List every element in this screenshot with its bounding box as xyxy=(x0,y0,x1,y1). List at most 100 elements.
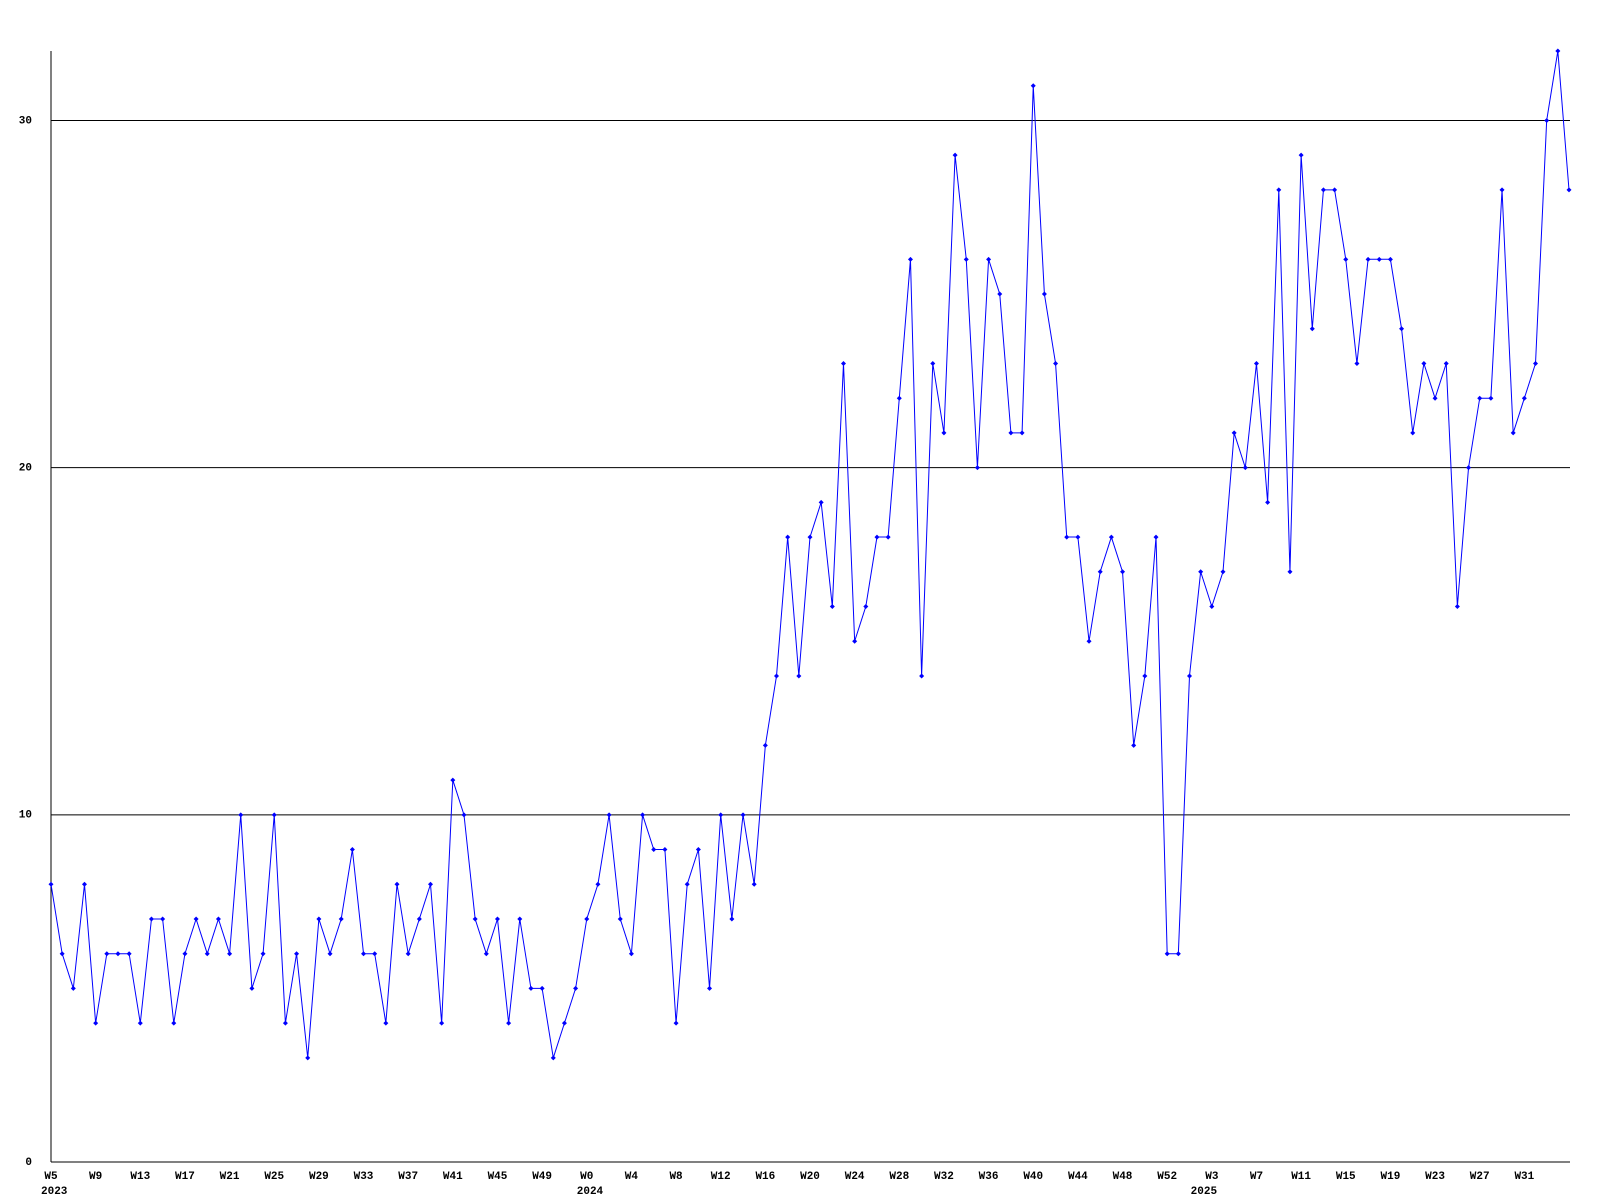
point-marker xyxy=(338,916,344,922)
point-marker xyxy=(539,985,545,991)
x-tick-label: W4 xyxy=(625,1171,639,1183)
point-marker xyxy=(48,881,54,887)
point-marker xyxy=(227,951,233,957)
point-marker xyxy=(115,951,121,957)
point-marker xyxy=(974,465,980,471)
point-marker xyxy=(1421,360,1427,366)
point-marker xyxy=(1521,395,1527,401)
x-tick-label: W0 xyxy=(580,1171,593,1183)
point-marker xyxy=(829,604,835,609)
point-marker xyxy=(238,812,244,818)
point-marker xyxy=(294,951,300,957)
point-marker xyxy=(349,847,355,853)
point-marker xyxy=(707,985,713,991)
point-marker xyxy=(59,951,65,957)
point-marker xyxy=(584,916,590,922)
x-tick-label: W36 xyxy=(979,1171,999,1183)
point-marker xyxy=(941,430,947,436)
point-marker xyxy=(1309,326,1315,332)
point-marker xyxy=(249,985,255,991)
point-marker xyxy=(148,916,154,922)
point-marker xyxy=(215,916,221,922)
x-tick-label: W29 xyxy=(309,1171,329,1183)
point-marker xyxy=(104,951,110,957)
x-tick-label: W49 xyxy=(532,1171,552,1183)
point-marker xyxy=(840,360,846,366)
point-marker xyxy=(1320,187,1326,193)
point-marker xyxy=(461,812,467,818)
point-marker xyxy=(1499,187,1505,193)
point-marker xyxy=(573,985,579,991)
point-marker xyxy=(718,812,724,818)
point-marker xyxy=(1354,360,1360,366)
point-marker xyxy=(327,951,333,957)
point-marker xyxy=(919,673,925,679)
point-marker xyxy=(528,985,534,991)
point-marker xyxy=(1265,499,1271,505)
x-tick-label: W45 xyxy=(488,1171,508,1183)
x-tick-label: W3 xyxy=(1205,1171,1219,1183)
point-marker xyxy=(428,881,433,887)
point-marker xyxy=(1097,569,1103,575)
point-marker xyxy=(1466,465,1472,471)
point-marker xyxy=(651,847,657,853)
point-marker xyxy=(863,604,869,609)
x-tick-label: W33 xyxy=(354,1171,374,1183)
x-tick-label: W41 xyxy=(443,1171,463,1183)
point-marker xyxy=(774,673,780,679)
point-marker xyxy=(852,638,858,644)
point-marker xyxy=(1387,256,1393,262)
x-year-label: 2025 xyxy=(1191,1186,1218,1198)
point-marker xyxy=(1555,48,1561,54)
point-marker xyxy=(1164,951,1170,957)
point-marker xyxy=(1410,430,1416,436)
point-marker xyxy=(1231,430,1237,436)
x-tick-label: W9 xyxy=(89,1171,102,1183)
x-tick-label: W24 xyxy=(845,1171,865,1183)
point-marker xyxy=(282,1020,288,1026)
point-marker xyxy=(1030,83,1036,89)
point-marker xyxy=(1566,187,1572,193)
point-marker xyxy=(1075,534,1081,540)
point-marker xyxy=(1086,638,1092,644)
x-year-label: 2024 xyxy=(577,1186,604,1198)
point-marker xyxy=(751,881,757,887)
point-marker xyxy=(1376,256,1382,262)
point-marker xyxy=(1454,604,1460,609)
point-marker xyxy=(896,395,902,401)
point-marker xyxy=(606,812,612,818)
point-marker xyxy=(494,916,500,922)
y-tick-label: 0 xyxy=(25,1157,32,1169)
point-marker xyxy=(1343,256,1349,262)
point-marker xyxy=(952,152,958,158)
point-marker xyxy=(1142,673,1148,679)
point-marker xyxy=(1120,569,1126,575)
point-marker xyxy=(907,256,913,262)
point-marker xyxy=(785,534,791,540)
point-marker xyxy=(1153,534,1159,540)
x-tick-label: W27 xyxy=(1470,1171,1490,1183)
point-marker xyxy=(762,742,768,748)
point-marker xyxy=(740,812,746,818)
point-marker xyxy=(796,673,802,679)
point-marker xyxy=(416,916,422,922)
point-marker xyxy=(1510,430,1516,436)
point-marker xyxy=(1175,951,1181,957)
point-marker xyxy=(1220,569,1226,575)
point-marker xyxy=(1019,430,1025,436)
x-tick-label: W8 xyxy=(669,1171,683,1183)
point-marker xyxy=(1131,742,1137,748)
point-marker xyxy=(617,916,623,922)
point-marker xyxy=(383,1020,389,1026)
point-marker xyxy=(171,1020,177,1026)
x-tick-label: W23 xyxy=(1425,1171,1445,1183)
point-marker xyxy=(1488,395,1494,401)
x-tick-label: W31 xyxy=(1514,1171,1534,1183)
point-marker xyxy=(160,916,166,922)
point-marker xyxy=(1443,360,1449,366)
x-tick-label: W15 xyxy=(1336,1171,1356,1183)
point-marker xyxy=(260,951,266,957)
point-marker xyxy=(997,291,1003,297)
